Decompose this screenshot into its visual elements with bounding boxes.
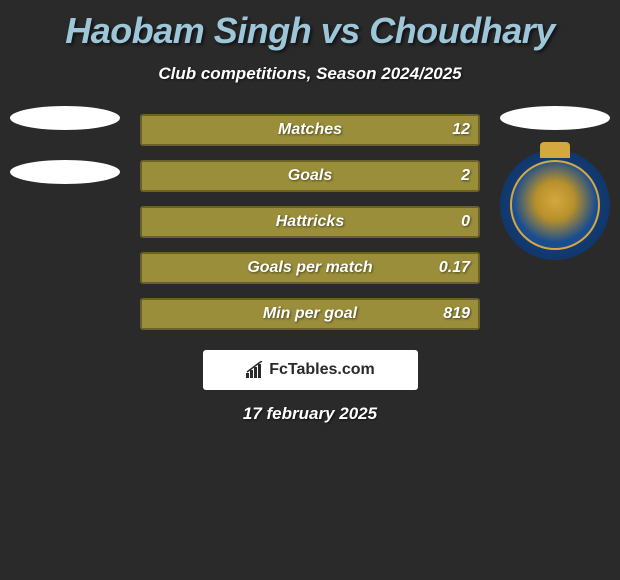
comparison-widget: Haobam Singh vs Choudhary Club competiti…: [0, 0, 620, 434]
stat-value: 12: [452, 121, 470, 139]
brand-logo[interactable]: FcTables.com: [203, 350, 418, 390]
page-title: Haobam Singh vs Choudhary: [0, 10, 620, 52]
stat-row-min-per-goal: Min per goal 819: [140, 298, 480, 330]
left-player-badges: [10, 106, 120, 214]
stat-row-matches: Matches 12: [140, 114, 480, 146]
footer-date: 17 february 2025: [0, 404, 620, 424]
logo-inner-icon: [510, 160, 600, 250]
stats-list: Matches 12 Goals 2 Hattricks 0 Goals per…: [140, 114, 480, 330]
stat-value: 819: [443, 305, 470, 323]
brand-text: FcTables.com: [269, 361, 375, 379]
stat-label: Goals per match: [247, 259, 372, 277]
stat-label: Matches: [278, 121, 342, 139]
chart-icon: [245, 361, 265, 379]
player-badge-placeholder: [10, 160, 120, 184]
stat-row-hattricks: Hattricks 0: [140, 206, 480, 238]
player-badge-placeholder: [500, 106, 610, 130]
stat-label: Goals: [288, 167, 332, 185]
player-badge-placeholder: [10, 106, 120, 130]
logo-trophy-icon: [540, 142, 570, 158]
stat-row-goals-per-match: Goals per match 0.17: [140, 252, 480, 284]
stat-value: 0.17: [439, 259, 470, 277]
stat-value: 2: [461, 167, 470, 185]
club-logo-chennaiyin: [500, 150, 610, 260]
right-player-badges: [500, 106, 610, 260]
page-subtitle: Club competitions, Season 2024/2025: [0, 64, 620, 84]
stat-label: Hattricks: [276, 213, 344, 231]
stats-area: Matches 12 Goals 2 Hattricks 0 Goals per…: [0, 114, 620, 330]
stat-value: 0: [461, 213, 470, 231]
stat-label: Min per goal: [263, 305, 357, 323]
stat-row-goals: Goals 2: [140, 160, 480, 192]
